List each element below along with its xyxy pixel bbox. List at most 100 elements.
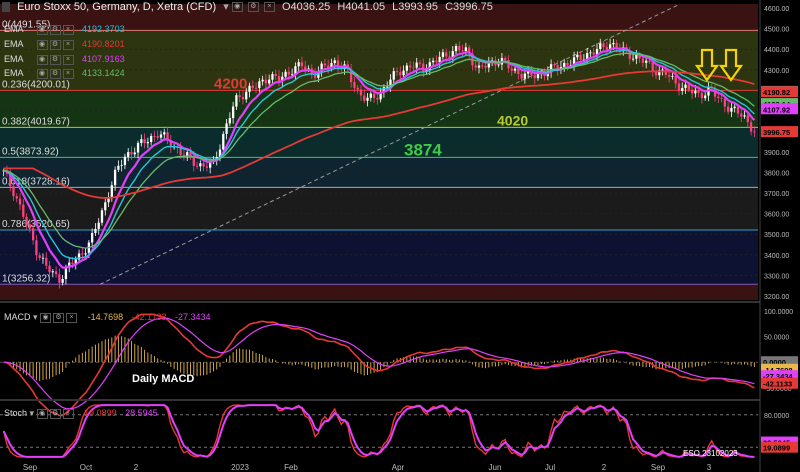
candle-body: [415, 62, 418, 68]
candle-body: [38, 255, 41, 258]
candle-body: [425, 69, 428, 72]
candle-body: [461, 50, 464, 52]
chart-title: Euro Stoxx 50, Germany, D, Xetra (CFD): [17, 0, 217, 13]
candle-body: [520, 73, 523, 79]
ema-row[interactable]: EMA ◉ ⚙ × 4192.3703: [0, 24, 125, 38]
candle-body: [179, 147, 182, 155]
candle-body: [330, 63, 333, 69]
dropdown-icon[interactable]: ▾: [33, 312, 38, 322]
candle-body: [412, 67, 415, 69]
ema-row[interactable]: EMA ◉ ⚙ × 4107.9163: [0, 54, 125, 68]
close-icon[interactable]: ×: [62, 39, 74, 50]
settings-icon[interactable]: ⚙: [247, 1, 259, 12]
ema-label: EMA: [4, 68, 24, 78]
macd-legend[interactable]: MACD ▾ ◉ ⚙ × -14.7698 -42.1133 -27.3434: [4, 312, 211, 323]
candle-body: [68, 262, 71, 268]
candle-body: [107, 197, 110, 203]
candle-body: [379, 91, 382, 100]
settings-icon[interactable]: ⚙: [49, 54, 61, 65]
macd-line: [3, 317, 755, 410]
stoch-legend[interactable]: Stoch ▾ ◉ ⚙ × 19.0899 28.5945: [4, 408, 158, 419]
trend-line: [99, 3, 681, 285]
close-icon[interactable]: ×: [263, 1, 275, 12]
visibility-icon[interactable]: ◉: [36, 39, 48, 50]
candle-body: [81, 253, 84, 255]
settings-icon[interactable]: ⚙: [49, 68, 61, 79]
candle-body: [553, 64, 556, 66]
candle-body: [74, 259, 77, 264]
candle-body: [592, 52, 595, 55]
y-tick-label: 3700.00: [764, 191, 789, 198]
macd-tick-label: 100.0000: [764, 309, 793, 316]
candle-body: [723, 98, 727, 107]
candle-body: [687, 84, 690, 90]
close-icon[interactable]: ×: [66, 312, 78, 323]
candle-body: [681, 88, 684, 91]
macd-tick-label: -50.0000: [764, 386, 792, 393]
candle-body: [274, 74, 277, 77]
candle-body: [54, 271, 58, 275]
candle-body: [477, 65, 481, 68]
dropdown-icon[interactable]: ▾: [223, 1, 229, 13]
candle-body: [123, 156, 127, 166]
fib-label: 0.236(4200.01): [2, 79, 70, 90]
close-icon[interactable]: ×: [62, 24, 74, 35]
ema-line: [3, 49, 755, 260]
candle-body: [271, 74, 274, 80]
candle-body: [422, 63, 425, 72]
macd-label: MACD: [4, 312, 31, 322]
candle-body: [536, 73, 540, 79]
close-icon[interactable]: ×: [62, 68, 74, 79]
candle-body: [222, 133, 225, 150]
candle-body: [228, 118, 231, 124]
candle-body: [320, 63, 323, 72]
candle-body: [566, 62, 569, 66]
settings-icon[interactable]: ⚙: [53, 312, 65, 323]
close-icon[interactable]: ×: [62, 408, 74, 419]
settings-icon[interactable]: ⚙: [49, 39, 61, 50]
candle-body: [667, 74, 671, 77]
ema-row[interactable]: EMA ◉ ⚙ × 4190.8201: [0, 39, 125, 53]
ema-label: EMA: [4, 54, 24, 64]
visibility-icon[interactable]: ◉: [36, 24, 48, 35]
y-axis: 4600.004500.004400.004300.004200.004100.…: [764, 6, 789, 301]
candle-body: [402, 70, 405, 76]
macd-title: Daily MACD: [132, 373, 195, 385]
candle-body: [504, 57, 507, 60]
fib-label: 0.5(3873.92): [2, 146, 59, 157]
candle-body: [612, 42, 615, 45]
close-icon[interactable]: ×: [62, 54, 74, 65]
candle-body: [120, 165, 123, 166]
macd-tag: [761, 356, 798, 368]
menu-icon[interactable]: [2, 1, 10, 12]
level-annotation: 4020: [497, 112, 528, 128]
candle-body: [595, 49, 599, 55]
visibility-icon[interactable]: ◉: [36, 68, 48, 79]
candle-body: [454, 45, 458, 52]
ema-value: 4133.1424: [82, 68, 125, 78]
visibility-icon[interactable]: ◉: [36, 54, 48, 65]
ema-row[interactable]: EMA ◉ ⚙ × 4133.1424: [0, 68, 125, 82]
candle-body: [441, 52, 445, 57]
visibility-icon[interactable]: ◉: [40, 312, 52, 323]
dropdown-icon[interactable]: ▾: [29, 408, 35, 418]
macd-tag: [761, 377, 798, 389]
level-annotation: 3874: [404, 140, 442, 159]
x-tick-label: Jun: [489, 463, 502, 472]
fib-label: 1(3256.32): [2, 273, 50, 284]
visibility-icon[interactable]: ◉: [36, 408, 48, 419]
settings-icon[interactable]: ⚙: [49, 408, 61, 419]
candle-body: [290, 74, 294, 76]
candle-body: [586, 53, 589, 60]
candle-body: [359, 89, 363, 96]
candle-body: [523, 73, 527, 79]
y-tick-label: 3500.00: [764, 232, 789, 239]
candle-body: [615, 42, 618, 50]
settings-icon[interactable]: ⚙: [49, 24, 61, 35]
candle-body: [28, 224, 32, 229]
candle-body: [700, 92, 704, 99]
visibility-icon[interactable]: ◉: [231, 1, 243, 12]
candle-body: [376, 98, 379, 100]
